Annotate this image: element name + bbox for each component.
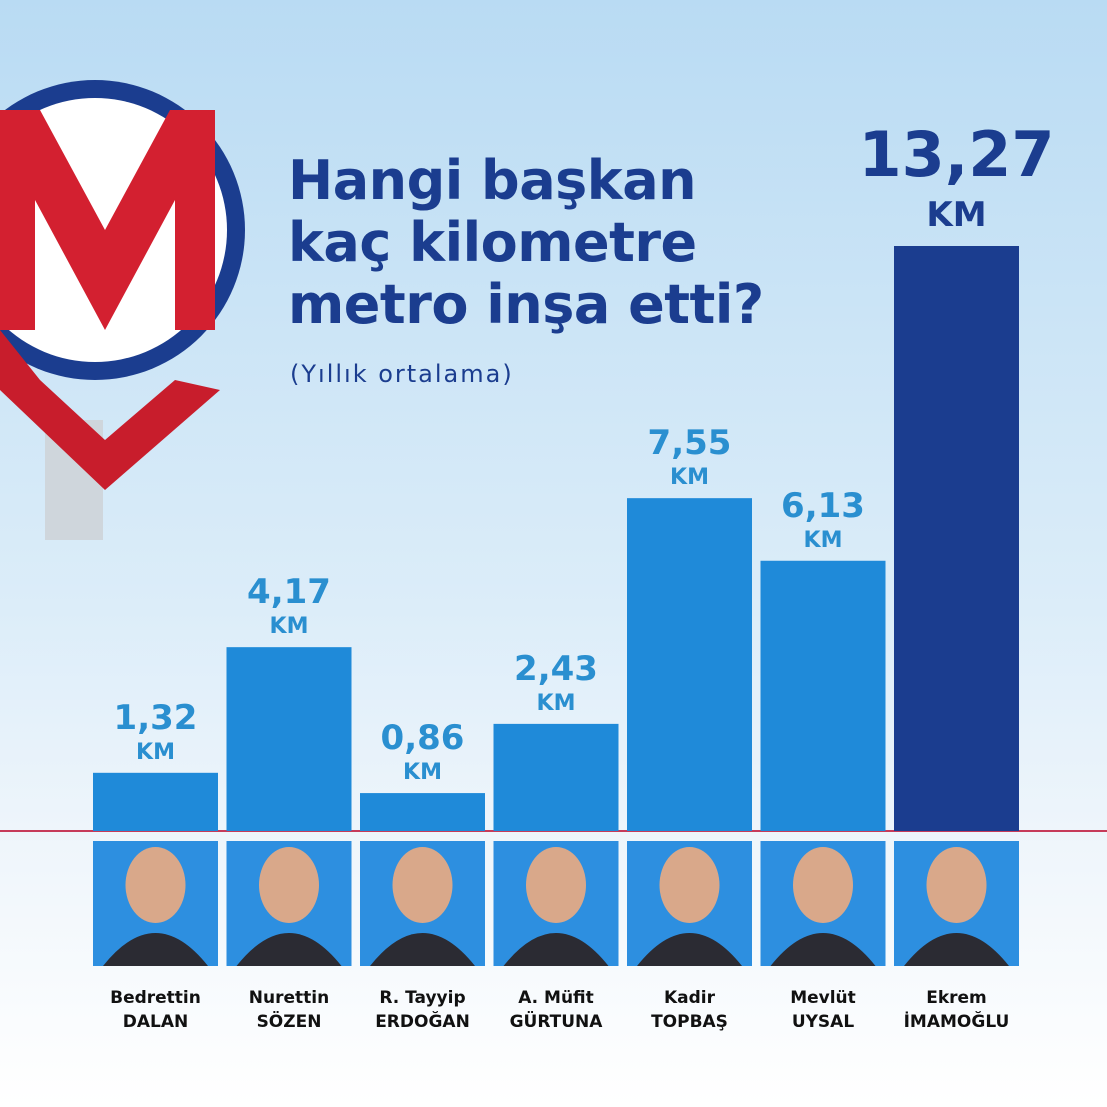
bar (360, 793, 485, 831)
unit-label: KM (270, 614, 309, 639)
bar (760, 560, 886, 831)
category-label: Bedrettin DALAN (110, 988, 201, 1032)
value-label: 0,86 (381, 718, 465, 758)
category-label: Ekrem İMAMOĞLU (903, 988, 1010, 1032)
category-label: R. Tayyip ERDOĞAN (375, 988, 470, 1032)
unit-label: KM (136, 740, 175, 765)
category-label: A. Müfit GÜRTUNA (509, 988, 603, 1032)
unit-label: KM (403, 760, 442, 785)
unit-label: KM (537, 691, 576, 716)
unit-label: KM (670, 465, 709, 490)
unit-label: KM (926, 195, 986, 235)
photo (93, 841, 218, 966)
value-label: 6,13 (781, 486, 865, 526)
bar (894, 246, 1019, 831)
bar (226, 647, 352, 831)
category-label: Mevlüt UYSAL (790, 988, 856, 1032)
value-label: 13,27 (858, 118, 1054, 191)
bar (493, 723, 619, 831)
value-label: 1,32 (114, 698, 198, 738)
photo (894, 841, 1019, 966)
value-label: 2,43 (514, 649, 598, 689)
photo (493, 841, 619, 966)
bar (627, 498, 752, 831)
category-label: Kadir TOPBAŞ (651, 988, 728, 1032)
value-label: 7,55 (648, 423, 732, 463)
value-label: 4,17 (247, 572, 331, 612)
subtitle: (Yıllık ortalama) (290, 360, 514, 388)
photo (760, 841, 886, 966)
photo (226, 841, 352, 966)
metro-logo (0, 80, 245, 540)
title: Hangi başkan kaç kilometre metro inşa et… (288, 149, 764, 336)
unit-label: KM (804, 528, 843, 553)
bar (93, 772, 218, 831)
photo (360, 841, 485, 966)
category-label: Nurettin SÖZEN (248, 988, 330, 1032)
photo (627, 841, 752, 966)
